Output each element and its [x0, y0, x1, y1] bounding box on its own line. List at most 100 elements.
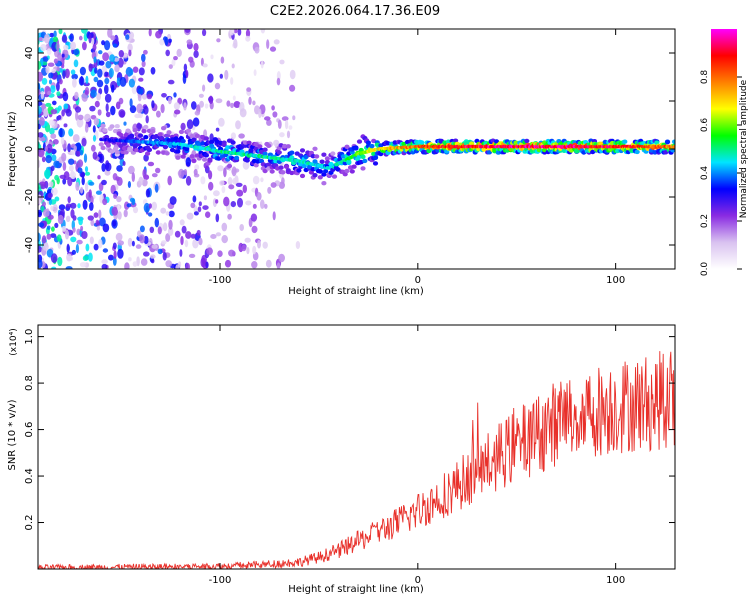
spectrogram-noise-blob: [42, 208, 50, 218]
spectrogram-noise-blob: [51, 154, 57, 162]
snr-x-ticks: -100 0 100: [209, 325, 625, 586]
spectrogram-ridge-cell: [360, 166, 366, 171]
spectrogram-noise-blob: [288, 125, 293, 130]
spectrogram-noise-blob: [143, 202, 151, 213]
spectrogram-ridge-cell: [321, 181, 327, 186]
spectrogram-ridge-cell: [312, 173, 318, 178]
spectrogram-noise-blob: [70, 202, 77, 209]
spectrogram-noise-blob: [105, 103, 109, 112]
spectrogram-noise-blob: [122, 161, 126, 166]
spectrogram-noise-blob: [128, 257, 132, 262]
spectrogram-noise-blob: [40, 90, 45, 100]
spectrogram-noise-blob: [48, 119, 55, 126]
spectrogram-noise-blob: [206, 247, 213, 256]
spectrogram-noise-blob: [161, 240, 167, 245]
spectrogram-noise-blob: [179, 219, 185, 226]
spectrogram-noise-blob: [82, 255, 89, 261]
spectrogram-noise-blob: [150, 67, 156, 75]
spectrogram-noise-blob: [62, 178, 67, 185]
spectrogram-noise-blob: [38, 199, 42, 204]
spectrogram-noise-blob: [155, 30, 162, 39]
spectrogram-ridge-cell: [164, 151, 170, 156]
spectrogram-noise-blob: [162, 251, 167, 261]
spectrogram-ridge-cell: [335, 167, 341, 172]
spectrogram-noise-blob: [260, 177, 264, 183]
spectrogram-noise-blob: [233, 29, 238, 34]
spectrogram-noise-blob: [184, 239, 189, 248]
spectrogram-noise-blob: [138, 67, 145, 76]
spectrogram-noise-blob: [221, 222, 228, 232]
spectrogram-noise-blob: [51, 68, 56, 74]
spectrogram-noise-blob: [91, 144, 96, 152]
spectrogram-noise-blob: [60, 137, 65, 145]
spectrogram-noise-blob: [173, 56, 178, 61]
spectrogram-noise-blob: [215, 98, 223, 104]
spectrogram-noise-blob: [142, 168, 147, 178]
spectrogram-noise-blob: [98, 209, 102, 219]
spectrogram-y-tick-label: 0: [24, 146, 35, 152]
spectrogram-noise-blob: [270, 182, 277, 188]
spectrogram-noise-blob: [230, 102, 234, 109]
spectrogram-noise-blob: [38, 60, 42, 70]
spectrogram-noise-blob: [184, 29, 191, 33]
spectrogram-noise-blob: [104, 77, 110, 85]
spectrogram-noise-blob: [89, 105, 96, 112]
spectrogram-ridge-cell: [207, 157, 213, 162]
spectrogram-noise-blob: [89, 236, 94, 245]
spectrogram-noise-blob: [159, 39, 165, 46]
spectrogram-ridge-cell: [353, 146, 359, 151]
spectrogram-noise-blob: [281, 116, 289, 121]
colorbar-gradient: [711, 29, 737, 269]
spectrogram-y-tick-label: -20: [24, 189, 35, 205]
spectrogram-noise-blob: [96, 92, 101, 101]
spectrogram-ridge-cell: [296, 168, 302, 173]
spectrogram-noise-blob: [90, 219, 95, 226]
spectrogram-noise-blob: [215, 232, 222, 237]
spectrogram-noise-blob: [38, 159, 41, 169]
spectrogram-ridge-cell: [344, 144, 350, 149]
spectrogram-noise-blob: [235, 120, 241, 130]
spectrogram-noise-blob: [62, 161, 67, 171]
spectrogram-noise-blob: [81, 29, 88, 34]
spectrogram-noise-blob: [276, 77, 281, 86]
spectrogram-noise-blob: [157, 248, 163, 255]
spectrogram-noise-blob: [174, 230, 181, 238]
snr-x-tick-label: 0: [415, 575, 421, 586]
spectrogram-noise-blob: [71, 249, 76, 255]
spectrogram-noise-blob: [104, 84, 109, 95]
spectrogram-noise-blob: [173, 102, 180, 110]
spectrogram-noise-blob: [196, 229, 201, 236]
spectrogram-noise-blob: [115, 232, 123, 242]
spectrogram-noise-blob: [163, 133, 171, 138]
spectrogram-noise-blob: [156, 110, 161, 118]
spectrogram-ridge-cell: [118, 132, 124, 138]
spectrogram-ridge-cell: [203, 153, 209, 158]
spectrogram-noise-blob: [143, 105, 149, 115]
spectrogram-noise-blob: [38, 71, 43, 82]
spectrogram-noise-blob: [219, 180, 225, 186]
spectrogram-noise-blob: [160, 103, 165, 114]
spectrogram-noise-blob: [193, 43, 199, 52]
spectrogram-noise-blob: [149, 226, 155, 233]
spectrogram-noise-blob: [56, 81, 60, 92]
spectrogram-noise-blob: [168, 96, 172, 105]
spectrogram-noise-blob: [223, 167, 227, 178]
spectrogram-noise-blob: [63, 123, 68, 128]
spectrogram-ridge-cell: [125, 128, 131, 133]
spectrogram-noise-blob: [105, 111, 111, 118]
spectrogram-noise-blob: [44, 169, 51, 179]
spectrogram-ridge-cell: [145, 151, 151, 156]
spectrogram-noise-blob: [56, 91, 61, 97]
spectrogram-noise-blob: [112, 256, 117, 266]
spectrogram-noise-blob: [126, 203, 132, 208]
spectrogram-ridge-cell: [299, 173, 306, 179]
spectrogram-ridge-cell: [321, 172, 327, 177]
spectrogram-noise-blob: [84, 166, 89, 173]
spectrogram-noise-blob: [84, 182, 89, 192]
spectrogram-noise-blob: [151, 201, 157, 211]
snr-panel: -100 0 100 0.2 0.4 0.6 0.8 1.0 Height of strai…: [7, 324, 676, 595]
spectrogram-noise-blob: [183, 102, 187, 111]
spectrogram-noise-blob: [75, 111, 79, 121]
spectrogram-y-ticks: -40 -20 0 20 40: [24, 47, 675, 253]
